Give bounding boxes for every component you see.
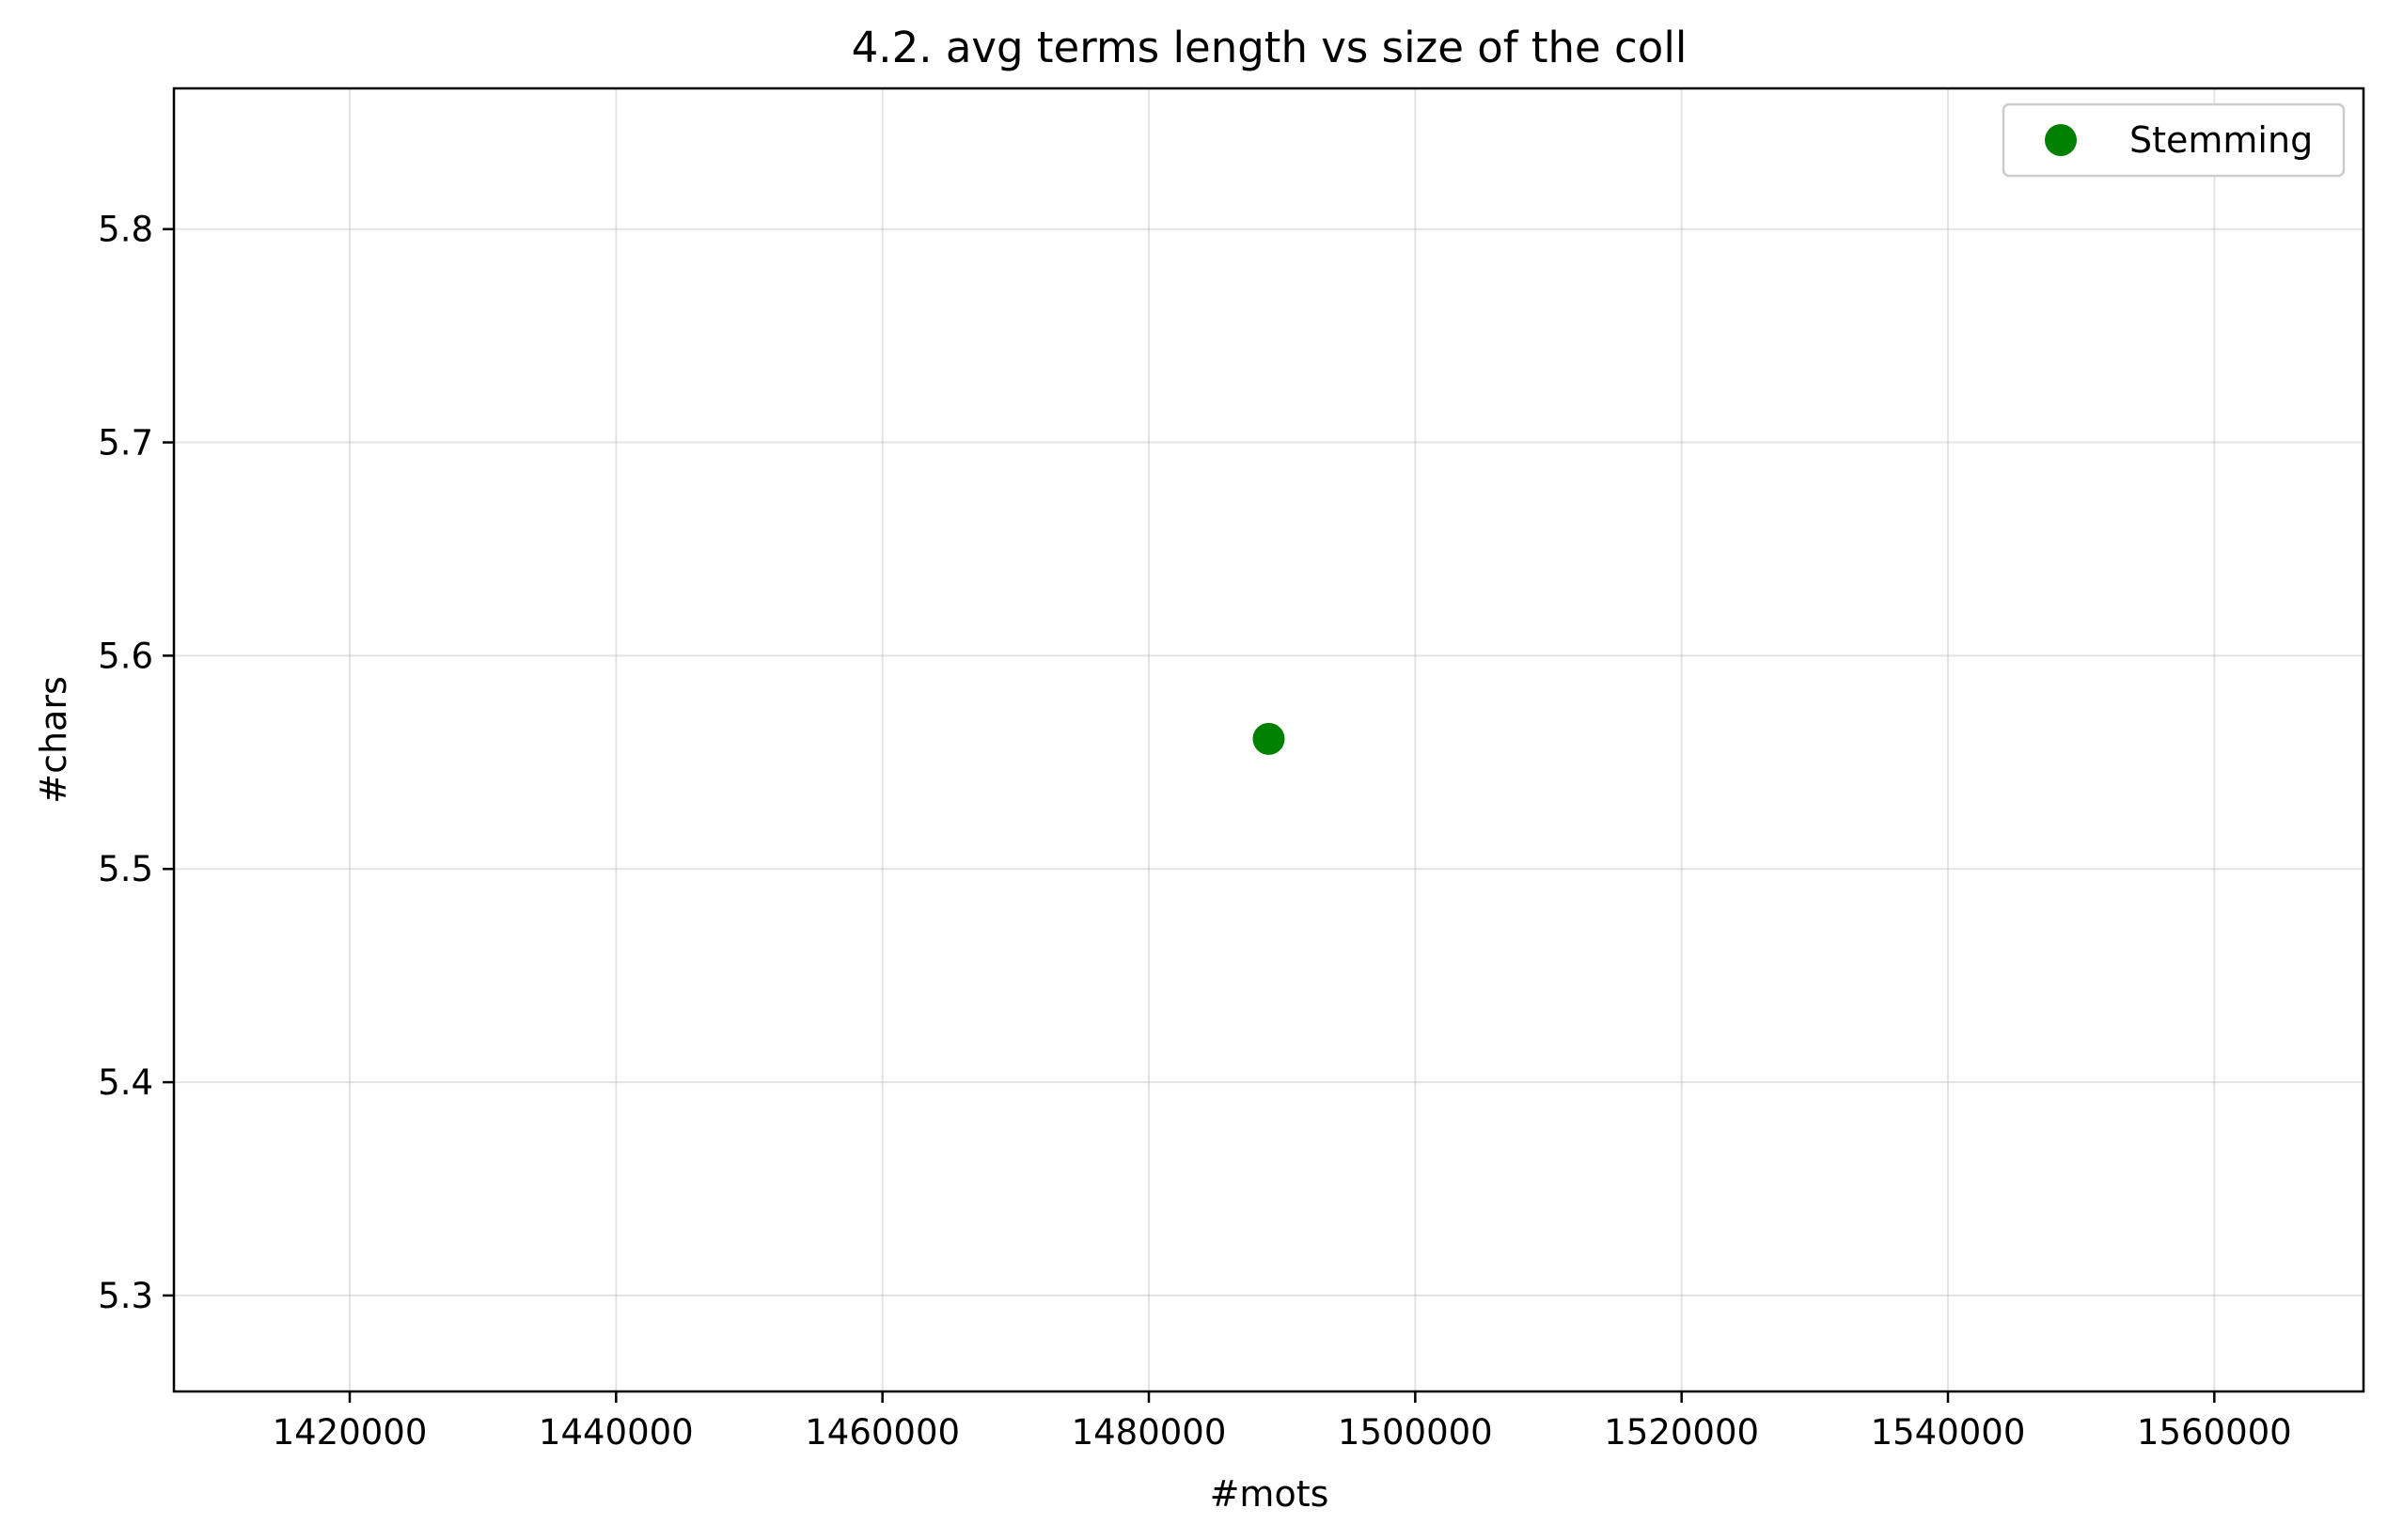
legend-box: [2002, 102, 2346, 178]
y-axis-label: #chars: [33, 676, 74, 804]
y-tick-label: 5.4: [98, 1062, 153, 1103]
y-axis-ticks: 5.3 5.4 5.5 5.6 5.7 5.8: [98, 210, 174, 1316]
x-tick-label: 1540000: [1871, 1412, 2026, 1453]
data-point-stemming: [1252, 722, 1285, 755]
x-tick-label: 1560000: [2137, 1412, 2292, 1453]
y-tick-label: 5.5: [98, 849, 153, 889]
x-tick-label: 1440000: [539, 1412, 694, 1453]
chart-title: 4.2. avg terms length vs size of the col…: [852, 23, 1688, 72]
x-tick-label: 1460000: [805, 1412, 960, 1453]
x-tick-label: 1480000: [1072, 1412, 1227, 1453]
x-tick-label: 1520000: [1604, 1412, 1759, 1453]
y-tick-label: 5.8: [98, 210, 153, 250]
data-points: [1252, 722, 1285, 755]
x-axis-label: #mots: [1210, 1473, 1329, 1515]
legend: Stemming: [2002, 102, 2346, 178]
legend-marker-stemming: [2045, 124, 2077, 156]
x-tick-label: 1500000: [1338, 1412, 1493, 1453]
y-tick-label: 5.3: [98, 1276, 153, 1316]
plot-area-frame: [172, 86, 2365, 1393]
x-axis-ticks: 1420000 1440000 1460000 1480000 1500000 15200…: [273, 1391, 2292, 1453]
grid-lines: [174, 88, 2363, 1391]
y-tick-label: 5.6: [98, 636, 153, 676]
y-tick-label: 5.7: [98, 423, 153, 464]
legend-label-stemming: Stemming: [2129, 119, 2313, 161]
x-tick-label: 1420000: [273, 1412, 428, 1453]
